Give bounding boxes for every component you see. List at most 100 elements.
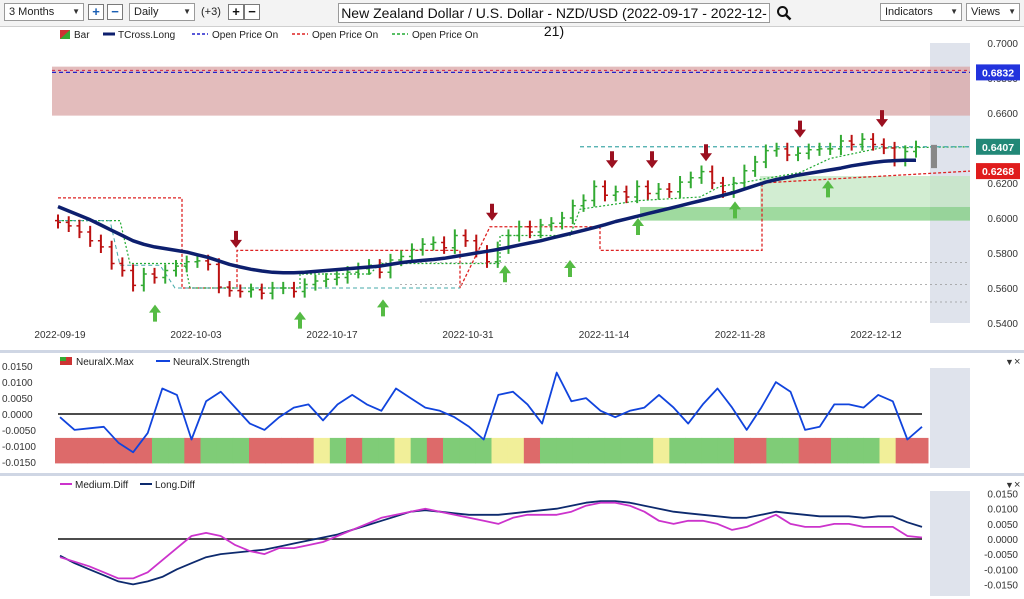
teal-trail-line [58, 220, 460, 289]
neuralx-max-cell [847, 437, 864, 464]
legend-medium-diff: Medium.Diff [75, 480, 128, 491]
y-tick-label: 0.0150 [987, 490, 1018, 501]
neuralx-panel[interactable]: NeuralX.Max NeuralX.Strength ▼ × 0.0150 0.010… [0, 353, 1024, 473]
sell-arrow-icon [646, 151, 658, 169]
y-tick-label: -0.0100 [2, 442, 36, 453]
panel-divider[interactable] [0, 350, 1024, 353]
zoom-in-button[interactable]: + [88, 4, 104, 20]
neuralx-max-cell [814, 437, 832, 464]
buy-arrow-icon [377, 299, 389, 317]
x-tick-label: 2022-10-17 [306, 330, 358, 341]
neuralx-max-cell [394, 437, 412, 464]
neuralx-max-cell [346, 437, 363, 464]
neuralx-max-cell [717, 437, 735, 464]
neuralx-max-cell [329, 437, 347, 464]
x-tick-label: 2022-10-31 [442, 330, 494, 341]
sell-arrow-icon [700, 144, 712, 162]
future-region [930, 491, 970, 596]
search-icon[interactable] [776, 5, 792, 21]
views-label: Views [971, 6, 1001, 18]
neuralx-max-cell [895, 437, 913, 464]
x-tick-label: 2022-10-03 [170, 330, 222, 341]
period-select[interactable]: 3 Months ▼ [4, 3, 84, 21]
neuralx-max-cell [685, 437, 703, 464]
buy-arrow-icon [294, 311, 306, 329]
y-tick-label: 0.6200 [987, 179, 1018, 190]
diff-panel[interactable]: Medium.Diff Long.Diff ▼ × 0.0150 0.0100 0.0050… [0, 476, 1024, 596]
x-tick-label: 2022-11-14 [579, 330, 630, 341]
neuralx-max-cell [572, 437, 589, 464]
neuralx-max-cell [297, 437, 315, 464]
plus-count: (+3) [201, 6, 221, 18]
chevron-down-icon: ▼ [950, 7, 958, 16]
neuralx-max-cell [540, 437, 557, 464]
zoom-out-button[interactable]: − [107, 4, 123, 20]
neuralx-strength-line [59, 371, 923, 454]
y-tick-label: 0.0050 [987, 520, 1018, 531]
buy-arrow-icon [729, 201, 741, 219]
neuralx-max-cell [459, 437, 476, 464]
panel-divider[interactable] [0, 473, 1024, 476]
buy-arrow-icon [822, 180, 834, 198]
neuralx-max-cell [604, 437, 622, 464]
period-value: 3 Months [9, 6, 55, 18]
long-diff-line [59, 500, 923, 586]
medium-diff-line [59, 501, 923, 580]
add-button[interactable]: + [228, 4, 244, 20]
panel-close-icon: × [1014, 479, 1020, 491]
remove-button[interactable]: − [244, 4, 260, 20]
neuralx-max-cell [782, 437, 800, 464]
legend-open-red: Open Price On [312, 30, 378, 41]
instrument-title[interactable]: New Zealand Dollar / U.S. Dollar - NZD/U… [338, 3, 770, 39]
toolbar: 3 Months ▼ + − Daily ▼ (+3) + − New Zealan… [0, 0, 1024, 39]
y-tick-label: 0.6000 [987, 214, 1018, 225]
neuralx-max-cell [523, 437, 541, 464]
panel-menu-icon: ▼ [1005, 357, 1014, 367]
neuralx-max-cell [831, 437, 848, 464]
neuralx-max-cell [232, 437, 250, 464]
neuralx-max-cell [152, 437, 169, 464]
neuralx-chart[interactable]: NeuralX.Max NeuralX.Strength ▼ × 0.0150 0.010… [0, 353, 1024, 473]
legend-open-blue: Open Price On [212, 30, 278, 41]
neuralx-max-cell [863, 437, 880, 464]
sell-arrow-icon [486, 203, 498, 221]
chevron-down-icon: ▼ [72, 7, 80, 16]
diff-chart[interactable]: Medium.Diff Long.Diff ▼ ×0.0150 0.0100 0.0050… [0, 476, 1024, 596]
x-tick-label: 2022-12-12 [850, 330, 902, 341]
neuralx-max-cell [507, 437, 525, 464]
neuralx-max-cell [491, 437, 509, 464]
buy-arrow-icon [149, 304, 161, 322]
neuralx-max-cell [216, 437, 234, 464]
y-tick-label: 0.0000 [2, 410, 33, 421]
bar-legend-icon [60, 30, 70, 39]
future-region [930, 368, 970, 468]
y-tick-label: 0.0050 [2, 394, 33, 405]
x-tick-label: 2022-11-28 [715, 330, 766, 341]
legend-long-diff: Long.Diff [155, 480, 195, 491]
neuralx-max-cell [556, 437, 573, 464]
views-button[interactable]: Views ▼ [966, 3, 1020, 21]
y-tick-label: 0.6600 [987, 109, 1018, 120]
chevron-down-icon: ▼ [183, 7, 191, 16]
neuralx-max-cell [734, 437, 751, 464]
neuralx-max-legend-icon [60, 357, 66, 361]
legend-open-green: Open Price On [412, 30, 478, 41]
legend-bar: Bar [74, 30, 90, 41]
y-tick-label: 0.0100 [2, 378, 33, 389]
price-panel[interactable]: Bar TCross.Long Open Price On Open Price On… [0, 27, 1024, 350]
neuralx-max-cell [135, 437, 153, 464]
interval-select[interactable]: Daily ▼ [129, 3, 195, 21]
support-zone-light [760, 176, 970, 207]
y-tick-label: -0.0050 [984, 550, 1018, 561]
price-tag-label: 0.6407 [982, 142, 1014, 154]
neuralx-max-cell [750, 437, 767, 464]
price-chart[interactable]: Bar TCross.Long Open Price On Open Price On… [0, 27, 1024, 350]
support-zone [640, 206, 970, 221]
price-tag-label: 0.6268 [982, 166, 1014, 178]
price-tag [976, 163, 1020, 180]
y-tick-label: 0.5800 [987, 249, 1018, 260]
sell-arrow-icon [794, 120, 806, 138]
y-tick-label: -0.0150 [984, 580, 1018, 591]
neuralx-max-cell [119, 437, 137, 464]
indicators-button[interactable]: Indicators ▼ [880, 3, 962, 21]
